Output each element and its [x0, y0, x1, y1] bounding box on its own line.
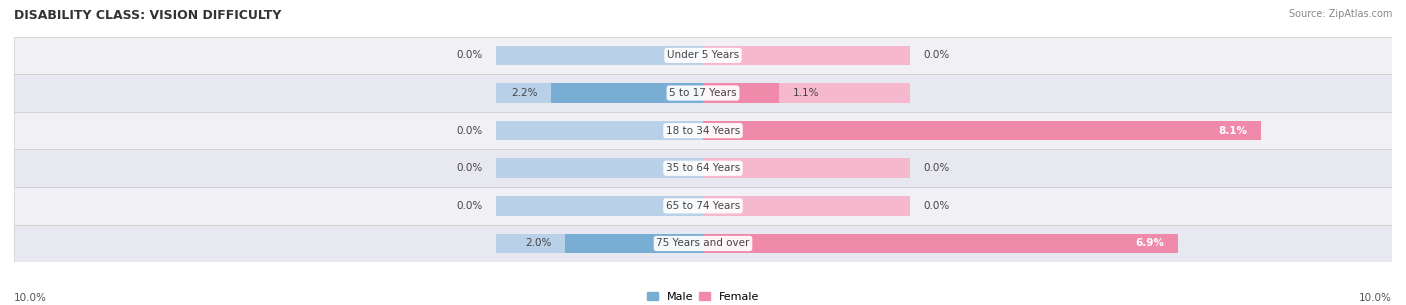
Text: 6.9%: 6.9% [1136, 239, 1164, 249]
Bar [496, 159, 703, 178]
Bar [14, 149, 1392, 187]
Text: 75 Years and over: 75 Years and over [657, 239, 749, 249]
Text: 5 to 17 Years: 5 to 17 Years [669, 88, 737, 98]
Bar [496, 234, 703, 253]
Text: 0.0%: 0.0% [924, 201, 949, 211]
Bar [703, 83, 910, 103]
Text: 0.0%: 0.0% [457, 201, 482, 211]
Text: 0.0%: 0.0% [457, 126, 482, 136]
Bar [14, 112, 1392, 149]
Bar [703, 234, 910, 253]
Bar [551, 83, 703, 103]
Bar [14, 187, 1392, 225]
Legend: Male, Female: Male, Female [643, 287, 763, 305]
Text: 0.0%: 0.0% [457, 50, 482, 60]
Bar [703, 121, 1261, 140]
Text: 0.0%: 0.0% [924, 163, 949, 173]
Text: 10.0%: 10.0% [1360, 293, 1392, 303]
Text: Source: ZipAtlas.com: Source: ZipAtlas.com [1288, 9, 1392, 19]
Text: DISABILITY CLASS: VISION DIFFICULTY: DISABILITY CLASS: VISION DIFFICULTY [14, 9, 281, 22]
Text: 2.0%: 2.0% [524, 239, 551, 249]
Bar [565, 234, 703, 253]
Bar [14, 74, 1392, 112]
Bar [703, 46, 910, 65]
Bar [496, 121, 703, 140]
Bar [703, 196, 910, 216]
Bar [496, 196, 703, 216]
Bar [14, 225, 1392, 262]
Text: 35 to 64 Years: 35 to 64 Years [666, 163, 740, 173]
Bar [496, 46, 703, 65]
Bar [14, 37, 1392, 74]
Text: 1.1%: 1.1% [793, 88, 820, 98]
Text: 65 to 74 Years: 65 to 74 Years [666, 201, 740, 211]
Text: 10.0%: 10.0% [14, 293, 46, 303]
Text: 0.0%: 0.0% [924, 50, 949, 60]
Bar [703, 159, 910, 178]
Bar [703, 121, 910, 140]
Bar [703, 234, 1178, 253]
Text: 0.0%: 0.0% [457, 163, 482, 173]
Text: 2.2%: 2.2% [512, 88, 537, 98]
Bar [496, 83, 703, 103]
Text: 8.1%: 8.1% [1218, 126, 1247, 136]
Bar [703, 83, 779, 103]
Text: 18 to 34 Years: 18 to 34 Years [666, 126, 740, 136]
Text: Under 5 Years: Under 5 Years [666, 50, 740, 60]
